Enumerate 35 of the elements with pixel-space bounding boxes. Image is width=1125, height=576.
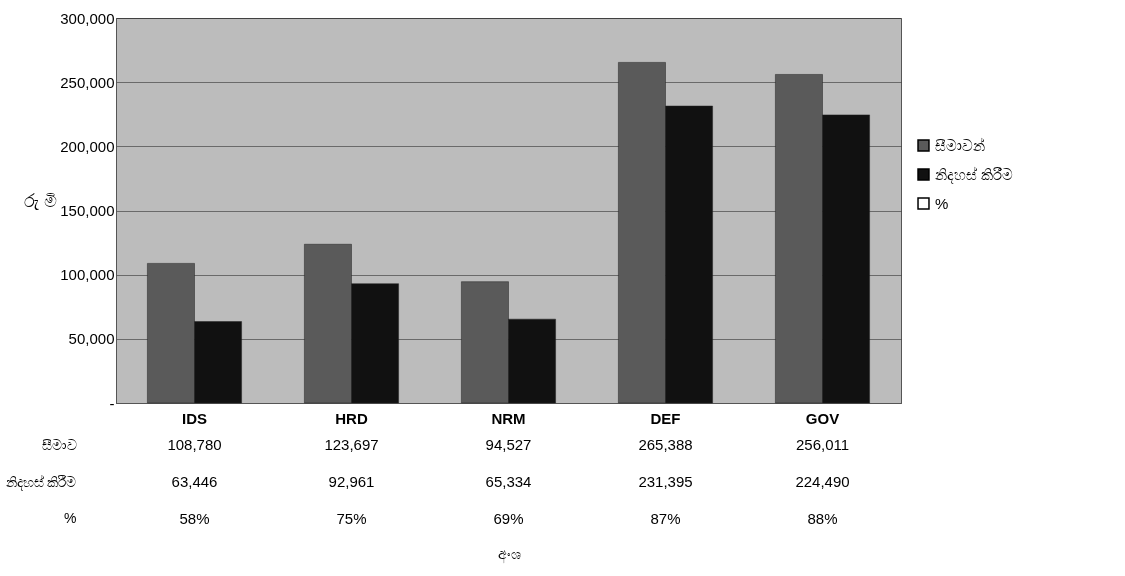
y-tick-label: 300,000 xyxy=(60,9,115,27)
data-label: 65,334 xyxy=(485,473,532,490)
text: 88% xyxy=(807,509,838,527)
text: 87% xyxy=(650,509,681,527)
y-tick-label: - xyxy=(109,394,115,412)
data-label: 108,780 xyxy=(167,436,222,454)
data-label: 63,446 xyxy=(171,473,218,490)
data-label: 224,490 xyxy=(795,473,850,490)
text: සීමාව xyxy=(41,436,77,453)
x-tick-label: NRM xyxy=(491,409,526,427)
x-tick-label: GOV xyxy=(805,409,840,427)
text: 58% xyxy=(179,509,210,527)
text: අංශ xyxy=(497,545,521,564)
data-label: 92,961 xyxy=(328,473,375,490)
y-tick-label: 250,000 xyxy=(60,73,115,91)
y-tick-label: 150,000 xyxy=(60,202,115,219)
text: නිදහස් කිරීම xyxy=(5,473,77,491)
x-tick-label: HRD xyxy=(335,409,368,427)
data-label: 94,527 xyxy=(485,436,532,454)
data-label: 231,395 xyxy=(638,473,693,490)
y-axis-title: රු මි xyxy=(23,191,57,211)
data-label: 265,388 xyxy=(638,436,693,454)
y-tick-label: 200,000 xyxy=(60,137,115,155)
text: 69% xyxy=(493,509,524,527)
data-label: 123,697 xyxy=(324,436,379,454)
text: % xyxy=(64,510,77,527)
text: 75% xyxy=(336,509,367,527)
legend-label: නිදහස් කිරීම xyxy=(935,165,1014,184)
x-tick-label: IDS xyxy=(181,409,208,427)
legend-label: % xyxy=(935,194,949,212)
legend-label: සීමාවන් xyxy=(935,136,985,154)
x-tick-label: DEF xyxy=(650,409,681,427)
y-tick-label: 50,000 xyxy=(68,330,115,348)
y-tick-label: 100,000 xyxy=(60,266,115,284)
data-label: 256,011 xyxy=(795,436,850,454)
